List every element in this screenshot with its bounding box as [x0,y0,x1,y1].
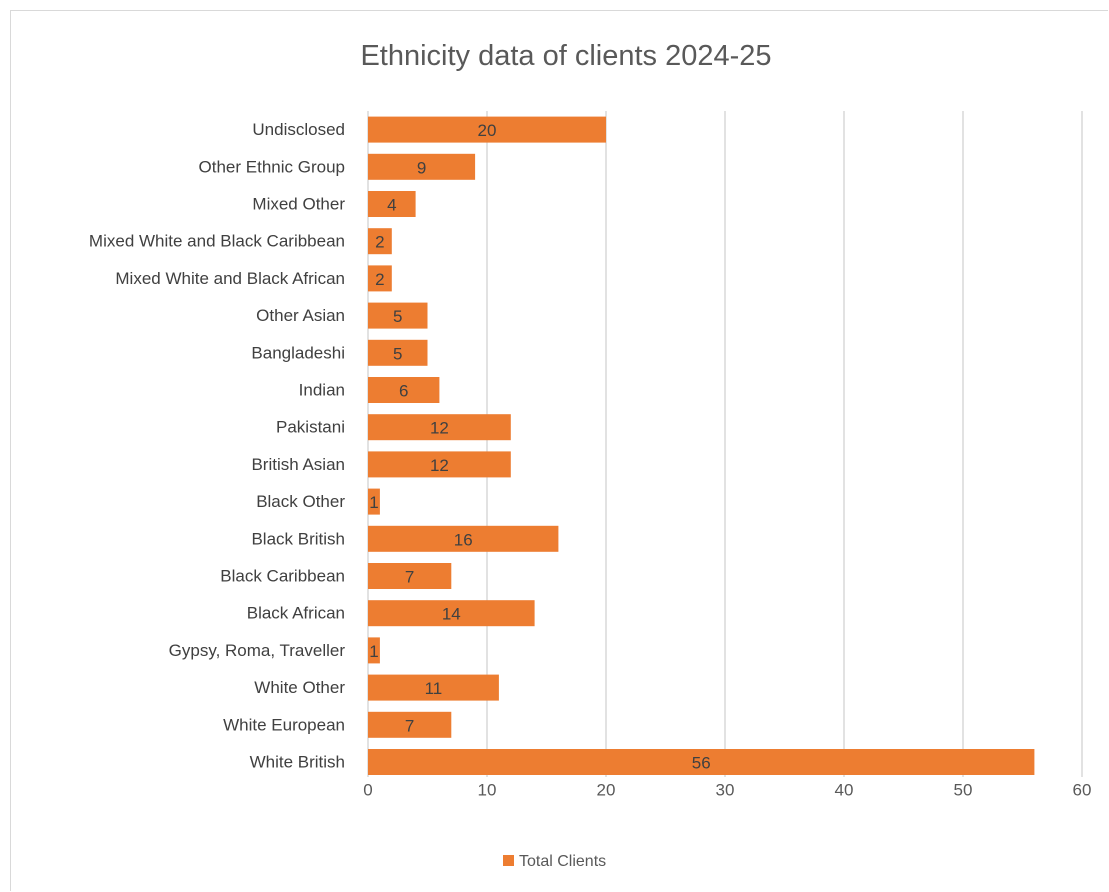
data-label: 7 [405,716,414,735]
x-tick-label: 10 [478,781,497,800]
bar [368,377,440,403]
legend-swatch [503,855,514,866]
data-label: 7 [405,568,414,587]
bar [368,749,1035,775]
category-labels: Undisclosed Other Ethnic Group Mixed Other… [89,120,345,771]
category-label: Black British [251,529,345,548]
legend-label: Total Clients [519,853,606,870]
bar [368,116,606,143]
data-label: 14 [442,605,461,624]
data-label: 12 [430,456,449,475]
category-label: White British [250,753,345,772]
category-label: White European [223,715,345,734]
bar [368,153,476,180]
category-label: Mixed White and Black African [115,269,345,288]
bar [368,451,511,478]
category-label: Black Other [256,492,345,511]
bar [368,191,416,217]
bar [368,637,380,664]
x-tick-label: 30 [716,781,735,800]
legend: Total Clients [503,853,606,870]
data-label: 5 [393,344,402,363]
chart-title: Ethnicity data of clients 2024-25 [360,40,771,72]
bar [368,265,392,292]
category-label: White Other [254,678,345,697]
x-axis-tick-labels: 0 10 20 30 40 50 60 [363,781,1091,800]
data-label: 4 [387,196,396,215]
data-label: 2 [375,270,384,289]
category-label: Pakistani [276,418,345,437]
x-tick-label: 60 [1073,781,1092,800]
x-tick-label: 0 [363,781,372,800]
category-label: Undisclosed [252,120,345,139]
bar [368,674,499,701]
category-label: British Asian [251,455,345,474]
bar [368,488,380,515]
category-label: Bangladeshi [251,343,345,362]
bar [368,302,428,329]
category-label: Mixed White and Black Caribbean [89,232,345,251]
data-label: 6 [399,382,408,401]
category-label: Other Asian [256,306,345,325]
data-label: 20 [478,121,497,140]
bar [368,600,535,627]
data-label: 16 [454,530,473,549]
x-tick-label: 20 [597,781,616,800]
x-tick-label: 40 [835,781,854,800]
data-label: 1 [369,642,378,661]
data-label: 1 [369,493,378,512]
category-label: Indian [299,381,345,400]
x-tick-label: 50 [954,781,973,800]
category-label: Other Ethnic Group [199,157,345,176]
category-label: Gypsy, Roma, Traveller [169,641,346,660]
category-label: Black African [247,604,345,623]
bar [368,711,452,738]
data-label: 2 [375,233,384,252]
category-label: Black Caribbean [220,567,345,586]
gridlines [367,111,1083,777]
bars [368,116,1035,775]
data-label: 56 [692,754,711,773]
category-label: Mixed Other [252,195,345,214]
data-label: 11 [425,679,443,698]
bar [368,414,511,441]
bar [368,525,559,552]
bar [368,339,428,366]
data-label: 12 [430,419,449,438]
bar [368,228,392,255]
bar [368,563,452,589]
data-label: 5 [393,307,402,326]
data-label: 9 [417,158,426,177]
chart-frame [10,10,1108,891]
